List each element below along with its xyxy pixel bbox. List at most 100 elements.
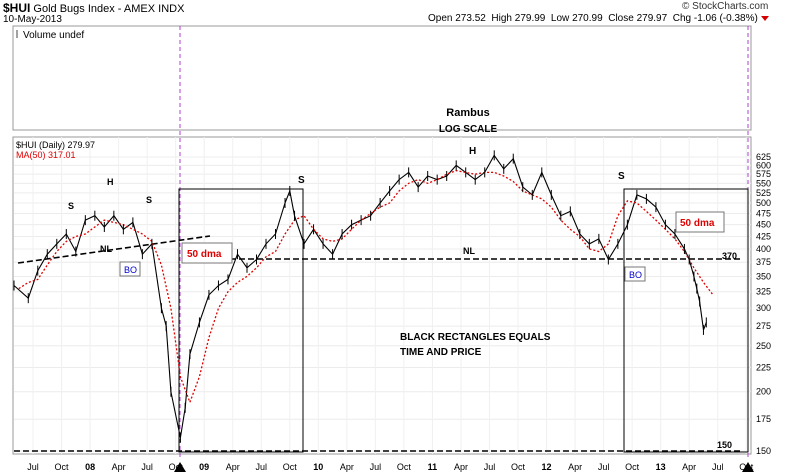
x-tick-label: Oct [55,462,70,472]
y-tick-label: 475 [756,209,771,219]
x-tick-label: Apr [682,462,696,472]
y-tick-label: 325 [756,287,771,297]
shoulder-s4: S [618,171,625,182]
x-tick-label: Jul [141,462,153,472]
y-tick-label: 175 [756,414,771,424]
rect-note-line2: TIME AND PRICE [400,347,482,358]
annotation-title: Rambus [446,107,489,119]
level-150-label: 150 [717,440,732,450]
bo-text-left: BO [124,265,137,275]
y-tick-label: 375 [756,257,771,267]
y-tick-label: 400 [756,244,771,254]
x-tick-label: Oct [283,462,298,472]
year-marker-right-icon [742,462,754,472]
chg-value: -1.06 (-0.38%) [693,13,758,24]
legend-ma: MA(50) 317.01 [16,150,76,160]
ma50-series [18,169,714,405]
bo-text-right: BO [629,270,642,280]
x-tick-label: Jul [712,462,724,472]
price-panel [12,136,752,455]
y-tick-label: 575 [756,169,771,179]
open-value: 273.52 [455,13,486,24]
bo-callout-right [624,266,646,282]
x-tick-label: Oct [511,462,526,472]
head-h1: H [107,177,114,187]
x-tick-label: Jul [370,462,382,472]
y-tick-label: 450 [756,220,771,230]
x-tick-label: 09 [199,462,209,472]
x-tick-label: 11 [428,462,438,472]
volume-panel [12,25,752,131]
y-tick-label: 150 [756,446,771,456]
x-tick-label: Jul [598,462,610,472]
y-tick-label: 600 [756,160,771,170]
x-tick-label: Apr [340,462,354,472]
x-tick-label: Oct [169,462,184,472]
y-tick-label: 200 [756,387,771,397]
price-series [13,154,707,438]
legend-price: $HUI (Daily) 279.97 [16,140,95,150]
y-tick-label: 275 [756,321,771,331]
high-value: 279.99 [514,13,546,24]
neckline-label-mid: NL [463,246,475,256]
annotation-subtitle: LOG SCALE [439,124,498,135]
y-tick-label: 250 [756,341,771,351]
volume-label: Volume undef [23,30,84,41]
y-tick-label: 625 [756,152,771,162]
x-tick-label: Jul [255,462,267,472]
symbol: $HUI [3,1,31,15]
x-tick-label: Apr [226,462,240,472]
down-caret-icon [760,15,769,21]
x-tick-label: Apr [454,462,468,472]
bo-callout-left [119,261,141,277]
time-price-rectangle-2 [623,188,749,453]
watermark: © StockCharts.com [682,1,769,12]
x-axis-labels: Jul Oct 08 Apr Jul Oct 09 Apr Jul Oct 10 Apr Jul Oct 1… [27,462,753,472]
y-tick-label: 225 [756,362,771,372]
rect-note-line1: BLACK RECTANGLES EQUALS [400,332,551,343]
chart-symbol-title: $HUI Gold Bugs Index - AMEX INDX [3,1,184,15]
dma-text-left: 50 dma [187,249,222,260]
x-tick-label: 10 [313,462,323,472]
y-tick-label: 500 [756,198,771,208]
y-tick-label: 550 [756,178,771,188]
y-tick-label: 525 [756,188,771,198]
close-label: Close [608,13,634,24]
dma-callout-left [181,242,233,264]
shoulder-s1: S [68,201,74,211]
high-label: High [491,13,512,24]
x-tick-label: Jul [27,462,39,472]
close-value: 279.97 [636,13,668,24]
dma-callout-right [675,211,725,233]
chart-date: 10-May-2013 [3,14,62,25]
quote-summary: Open 273.52 High 279.99 Low 270.99 Close… [428,13,769,24]
y-tick-label: 425 [756,231,771,241]
series-points [13,150,707,443]
shoulder-s3: S [298,175,305,186]
neckline-label-left: NL [100,244,112,254]
dma-text-right: 50 dma [680,218,715,229]
head-h2: H [469,146,476,157]
level-370-label: 370 [722,251,737,261]
open-label: Open [428,13,453,24]
x-tick-label: Apr [568,462,582,472]
x-tick-label: Oct [625,462,640,472]
symbol-name: Gold Bugs Index - AMEX INDX [33,3,185,15]
x-tick-label: 08 [85,462,95,472]
shoulder-s2: S [146,195,152,205]
year-marker-left-icon [174,462,186,472]
x-tick-label: 13 [656,462,666,472]
time-price-rectangle-1 [178,188,304,453]
y-tick-label: 350 [756,271,771,281]
x-tick-label: Jul [484,462,496,472]
x-tick-label: Oct [397,462,412,472]
x-tick-label: Apr [112,462,126,472]
y-axis-labels: 150 175 200 225 250 275 300 325 350 375 400 4254504… [756,152,771,456]
chg-label: Chg [672,13,692,24]
low-value: 270.99 [572,13,603,24]
y-tick-label: 300 [756,303,771,313]
x-tick-label: 12 [542,462,552,472]
low-label: Low [550,13,570,24]
left-neckline [17,235,211,264]
